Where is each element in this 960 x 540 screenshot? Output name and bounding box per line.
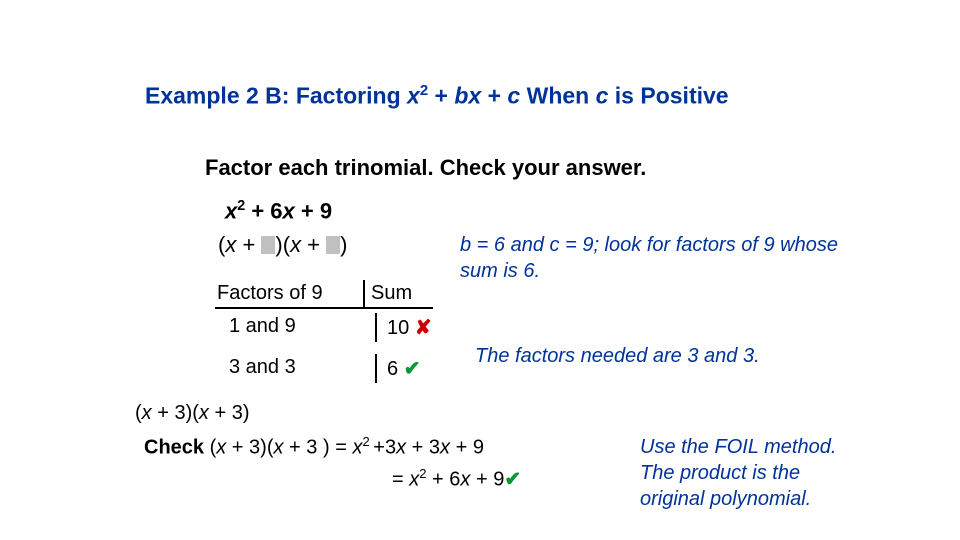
tri-rest2: + 9	[295, 198, 332, 223]
ff-x1: x	[225, 232, 236, 257]
instruction-text: Factor each trinomial. Check your answer…	[205, 155, 646, 181]
chk-x3: x	[440, 437, 456, 459]
foil-line1: Use the FOIL method.	[640, 434, 836, 460]
chk2-x2: x	[460, 469, 470, 491]
title-plus: +	[481, 83, 507, 109]
ff-x2: x	[290, 232, 301, 257]
chk-sup: 2	[362, 434, 373, 449]
table-row-2: 3 and 3 6 ✔	[215, 342, 449, 383]
td-row1-left: 1 and 9	[215, 313, 377, 342]
check-expansion: Check (x + 3)(x + 3 ) = x2 +3x + 3x + 9	[144, 434, 484, 460]
ff-plus1: +	[236, 232, 261, 257]
chk-mid1: +3	[373, 437, 396, 459]
title-suffix2: is Positive	[608, 83, 728, 109]
factor-form: (x + )(x + )	[218, 232, 347, 258]
title-sup: 2	[420, 82, 428, 99]
td-row2-right: 6 ✔	[377, 354, 449, 383]
hint-factors: b = 6 and c = 9; look for factors of 9 w…	[460, 232, 860, 284]
chk2-rest2: + 9	[470, 469, 504, 491]
chk2-rest: + 6	[426, 469, 460, 491]
title-b: b	[454, 83, 468, 109]
chk2-x: x	[409, 469, 419, 491]
title-c2: c	[596, 83, 609, 109]
table-row-1: 1 and 9 10 ✘	[215, 309, 449, 342]
title-x: x	[407, 83, 420, 109]
check-simplified: = x2 + 6x + 9✔	[392, 466, 521, 492]
x-mark-icon: ✘	[415, 317, 432, 339]
chk-x: x	[352, 437, 362, 459]
placeholder-box-2	[326, 236, 340, 254]
trinomial-expression: x2 + 6x + 9	[225, 198, 332, 224]
tri-rest: + 6	[245, 198, 282, 223]
title-prefix: Example 2 B: Factoring	[145, 83, 407, 109]
chk-mid2: + 3	[412, 437, 440, 459]
title-x2: x	[468, 83, 481, 109]
chk-mid3: + 9	[456, 437, 484, 459]
title-c: c	[507, 83, 520, 109]
foil-note: Use the FOIL method. The product is the …	[640, 434, 836, 512]
row2-sum: 6	[387, 358, 398, 380]
placeholder-box-1	[261, 236, 275, 254]
check-expr: (x + 3)(x + 3 ) =	[204, 437, 352, 459]
chk2-eq: =	[392, 469, 409, 491]
title-mid: +	[428, 83, 454, 109]
chk-x2: x	[396, 437, 412, 459]
tri-x: x	[225, 198, 237, 223]
example-title: Example 2 B: Factoring x2 + bx + c When …	[145, 82, 729, 110]
factors-table: Factors of 9 Sum 1 and 9 10 ✘ 3 and 3 6 …	[215, 280, 449, 383]
foil-line3: original polynomial.	[640, 486, 836, 512]
ff-close2: )	[340, 232, 347, 257]
th-sum: Sum	[365, 280, 433, 309]
foil-line2: The product is the	[640, 460, 836, 486]
table-header-row: Factors of 9 Sum	[215, 280, 449, 309]
ff-plus2: +	[301, 232, 326, 257]
row1-sum: 10	[387, 317, 409, 339]
th-factors: Factors of 9	[215, 280, 365, 309]
tri-sup: 2	[237, 198, 245, 214]
final-check-icon: ✔	[504, 469, 521, 491]
check-mark-icon: ✔	[404, 358, 421, 380]
title-suffix1: When	[520, 83, 595, 109]
ff-close1: )(	[275, 232, 290, 257]
hint-needed: The factors needed are 3 and 3.	[475, 345, 760, 368]
tri-x2: x	[283, 198, 295, 223]
td-row2-left: 3 and 3	[215, 354, 377, 383]
factored-answer: (x + 3)(x + 3)	[135, 402, 250, 425]
td-row1-right: 10 ✘	[377, 313, 449, 342]
check-label: Check	[144, 437, 204, 459]
